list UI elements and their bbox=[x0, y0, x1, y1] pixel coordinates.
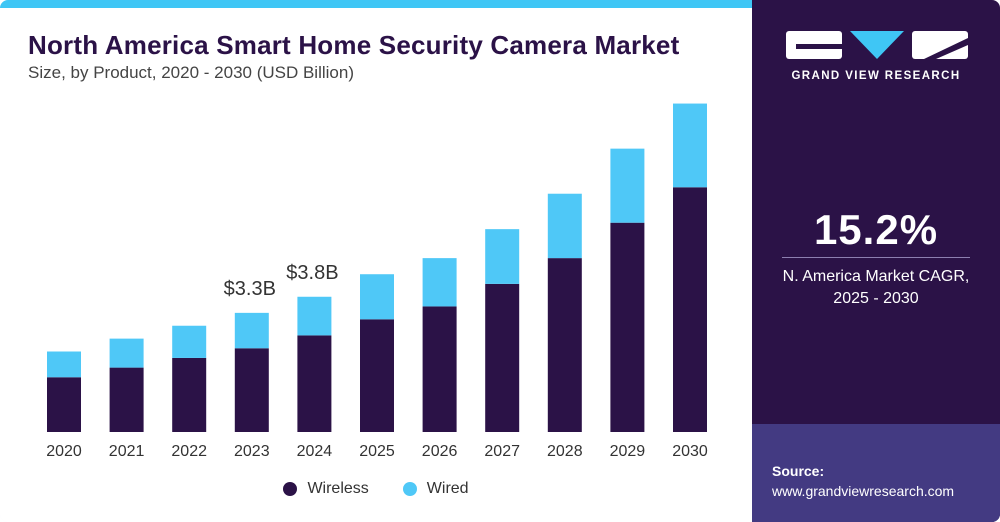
bar-wired-2020 bbox=[47, 351, 81, 378]
x-tick-label-2021: 2021 bbox=[109, 443, 145, 460]
data-label-2023: $3.3B bbox=[224, 278, 276, 300]
bar-wireless-2020 bbox=[47, 377, 81, 432]
brand-name: GRAND VIEW RESEARCH bbox=[791, 70, 961, 82]
x-tick-label-2027: 2027 bbox=[484, 443, 520, 460]
cagr-label: N. America Market CAGR, 2025 - 2030 bbox=[752, 266, 1000, 310]
x-tick-label-2024: 2024 bbox=[297, 443, 333, 460]
source-link[interactable]: www.grandviewresearch.com bbox=[772, 483, 955, 499]
bar-wired-2022 bbox=[172, 325, 207, 358]
legend-label-wired: Wired bbox=[426, 480, 469, 497]
x-tick-label-2026: 2026 bbox=[422, 443, 458, 460]
x-tick-label-2030: 2030 bbox=[672, 443, 708, 460]
bar-wired-2030 bbox=[673, 103, 707, 188]
chart-panel: North America Smart Home Security Camera… bbox=[0, 0, 752, 500]
chart-title: North America Smart Home Security Camera… bbox=[28, 30, 680, 60]
x-tick-label-2022: 2022 bbox=[171, 443, 207, 460]
chart-legend: Wireless Wired bbox=[0, 478, 752, 500]
bar-wireless-2026 bbox=[422, 306, 457, 432]
cagr-label-line2: 2025 - 2030 bbox=[833, 290, 919, 307]
x-tick-label-2025: 2025 bbox=[359, 443, 395, 460]
bar-wireless-2029 bbox=[610, 222, 645, 432]
bar-wired-2029 bbox=[610, 148, 645, 223]
bar-wireless-2021 bbox=[109, 367, 144, 432]
legend-label-wireless: Wireless bbox=[307, 480, 369, 497]
x-tick-label-2023: 2023 bbox=[234, 443, 270, 460]
bar-wireless-2028 bbox=[547, 258, 582, 432]
bar-wired-2026 bbox=[422, 258, 457, 307]
bar-wireless-2027 bbox=[485, 283, 520, 432]
cagr-value: 15.2% bbox=[813, 206, 939, 253]
data-label-2024: $3.8B bbox=[286, 262, 338, 284]
bar-wireless-2022 bbox=[172, 357, 207, 432]
bar-wireless-2025 bbox=[360, 319, 394, 432]
bar-wireless-2023 bbox=[234, 348, 269, 432]
bar-wired-2028 bbox=[547, 193, 582, 259]
source-label: Source: bbox=[772, 463, 825, 479]
cagr-divider bbox=[782, 257, 970, 258]
stacked-bar-chart: 2020 2021 2022 2023 2024 2025 2026 2027 2028 2029… bbox=[46, 103, 708, 460]
bar-wired-2021 bbox=[109, 338, 144, 368]
bar-wireless-2030 bbox=[673, 187, 707, 432]
x-tick-label-2028: 2028 bbox=[547, 443, 583, 460]
brand-panel: GRAND VIEW RESEARCH 15.2% N. America Mar… bbox=[752, 0, 1000, 522]
bar-wired-2024 bbox=[297, 296, 332, 336]
x-tick-label-2020: 2020 bbox=[46, 443, 82, 460]
source-panel bbox=[752, 424, 1000, 522]
bar-wired-2025 bbox=[360, 274, 394, 320]
legend-swatch-wired bbox=[402, 482, 417, 496]
bar-wired-2027 bbox=[485, 229, 520, 284]
legend-item-wireless: Wireless bbox=[283, 478, 369, 500]
legend-swatch-wireless bbox=[283, 482, 298, 496]
accent-bar bbox=[0, 0, 752, 8]
grand-view-research-logo bbox=[786, 31, 968, 59]
chart-subtitle: Size, by Product, 2020 - 2030 (USD Billi… bbox=[28, 63, 354, 82]
bar-wireless-2024 bbox=[297, 335, 332, 432]
x-tick-label-2029: 2029 bbox=[610, 443, 646, 460]
bar-wired-2023 bbox=[234, 312, 269, 349]
legend-item-wired: Wired bbox=[402, 478, 469, 500]
cagr-label-line1: N. America Market CAGR, bbox=[782, 268, 970, 285]
